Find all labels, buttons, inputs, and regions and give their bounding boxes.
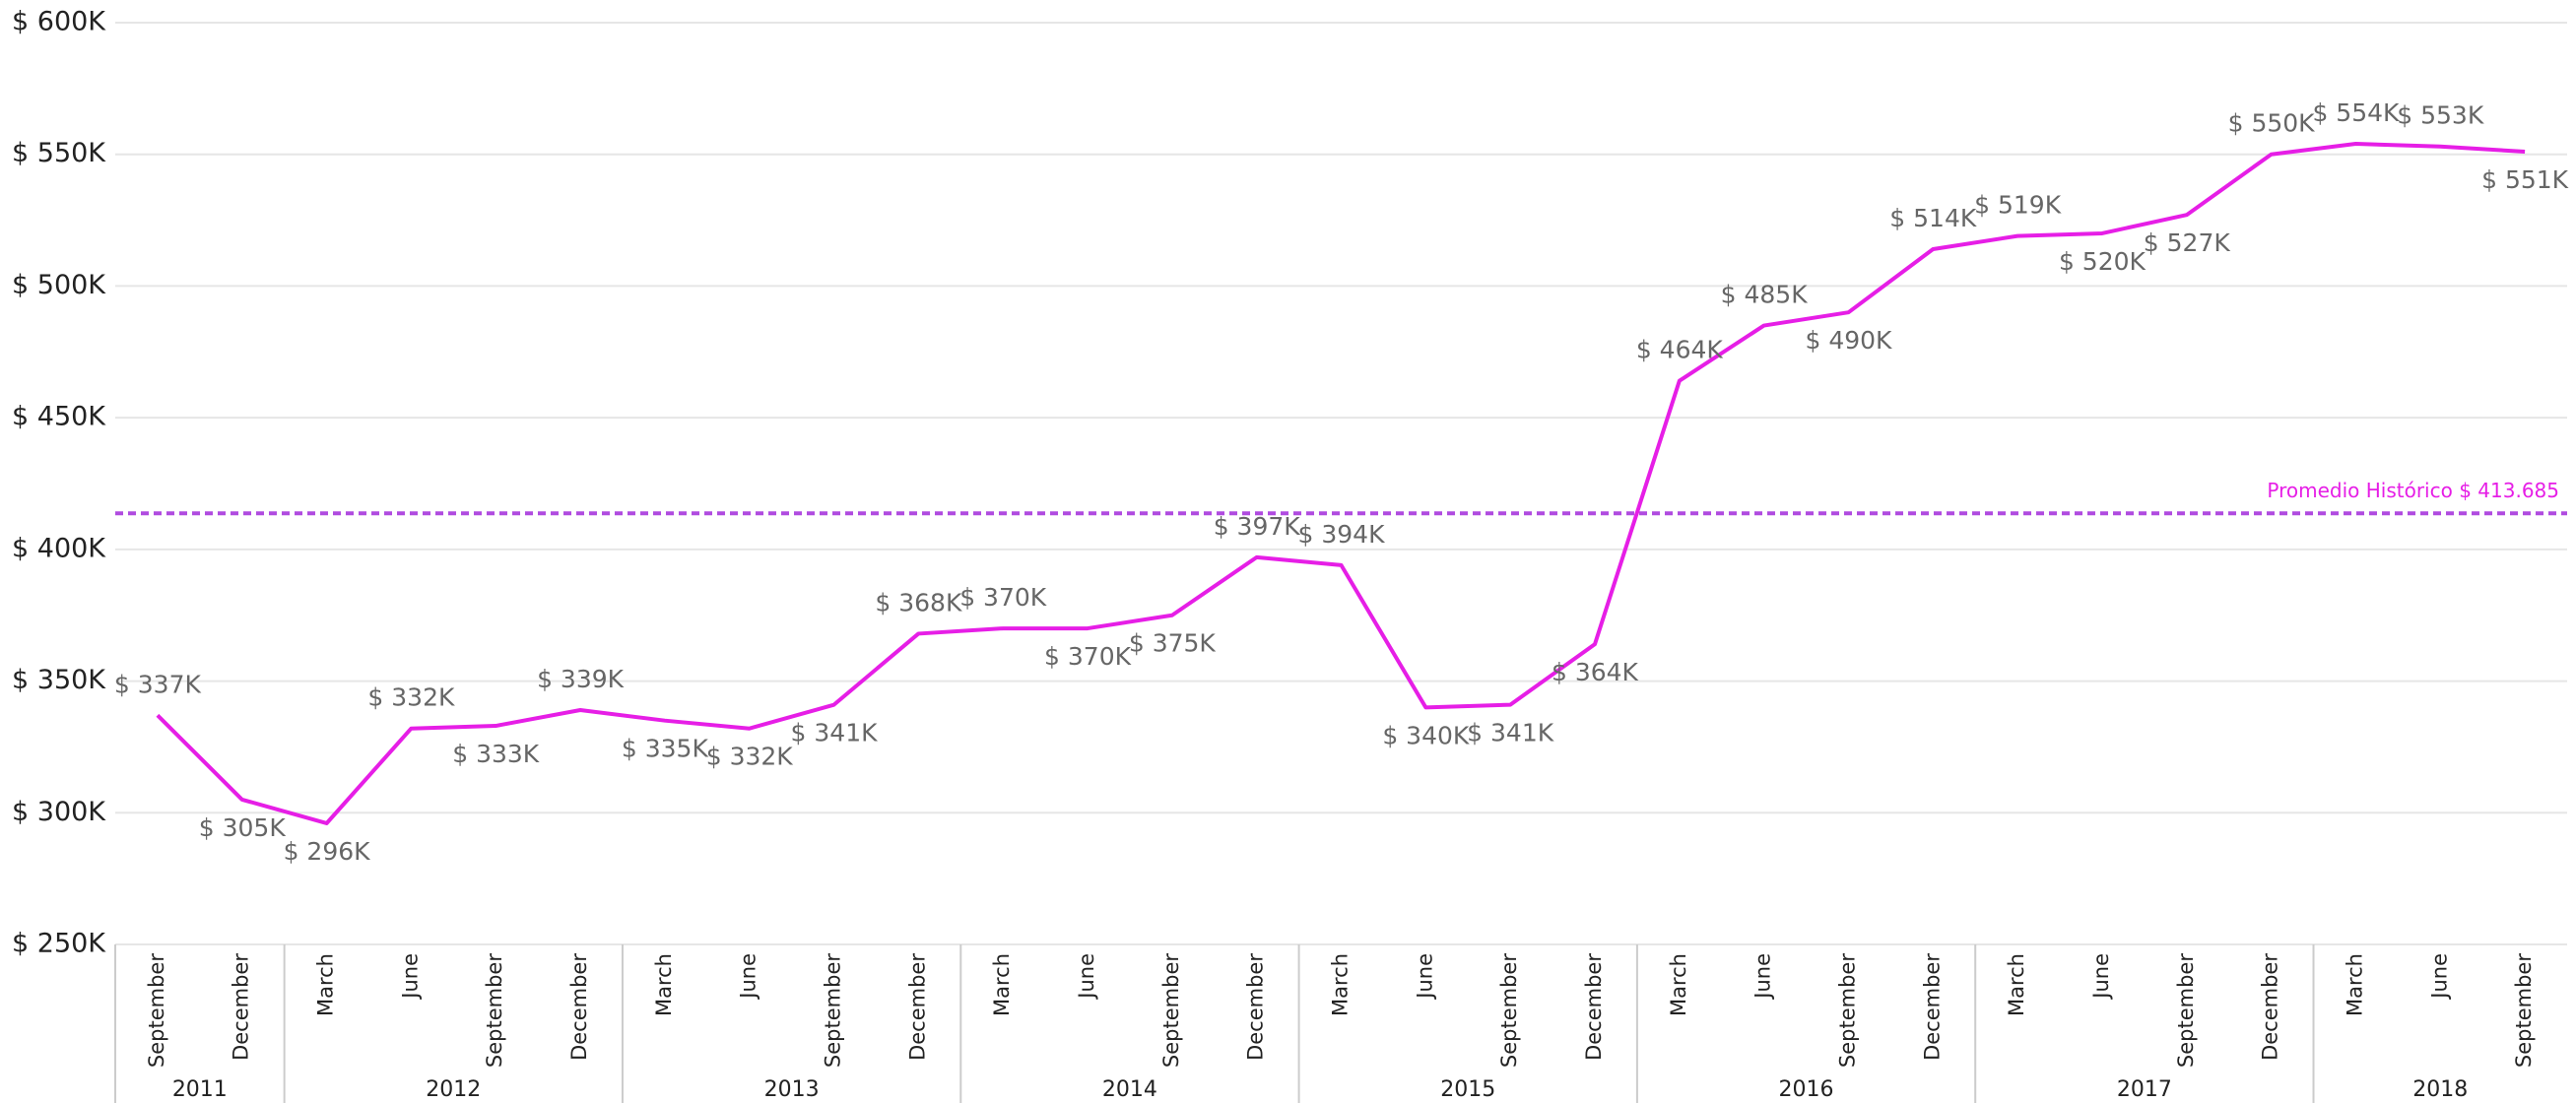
line: [156, 142, 2526, 825]
x-tick-label: March: [1329, 953, 1353, 1016]
data-label: $ 397K: [1214, 512, 1301, 541]
data-label: $ 370K: [1044, 642, 1132, 671]
data-label: $ 340K: [1382, 721, 1470, 749]
y-tick-label: $ 550K: [12, 138, 106, 168]
data-label: $ 485K: [1721, 281, 1809, 309]
data-label: $ 296K: [284, 837, 371, 866]
x-group-label: 2018: [2412, 1077, 2468, 1102]
data-label: $ 364K: [1552, 658, 1639, 686]
x-tick-label: December: [1920, 953, 1944, 1061]
x-group-label: 2016: [1779, 1077, 1834, 1102]
x-tick-label: September: [145, 953, 168, 1068]
x-tick-label: June: [1751, 953, 1775, 1001]
data-label: $ 375K: [1129, 629, 1217, 658]
data-label: $ 527K: [2144, 228, 2231, 257]
x-tick-label: March: [2343, 953, 2366, 1016]
data-label: $ 333K: [452, 740, 540, 768]
x-tick-label: September: [822, 953, 845, 1068]
x-tick-label: June: [737, 953, 760, 1001]
data-label: $ 368K: [875, 588, 962, 616]
x-tick-label: March: [2005, 953, 2028, 1016]
x-tick-label: June: [1413, 953, 1436, 1001]
x-tick-label: December: [905, 953, 929, 1061]
x-tick-label: June: [1075, 953, 1098, 1001]
data-label: $ 554K: [2312, 98, 2400, 127]
x-tick-label: March: [652, 953, 676, 1016]
x-tick-label: September: [483, 953, 506, 1068]
data-label: $ 551K: [2481, 165, 2569, 194]
y-tick-label: $ 250K: [12, 929, 106, 959]
y-tick-label: $ 500K: [12, 270, 106, 300]
data-label: $ 550K: [2228, 109, 2316, 138]
x-group-label: 2015: [1440, 1077, 1495, 1102]
x-group-label: 2013: [764, 1077, 820, 1102]
x-tick-label: June: [2427, 953, 2451, 1001]
reference-label: Promedio Histórico $ 413.685: [2267, 479, 2559, 502]
data-label: $ 332K: [706, 743, 794, 771]
x-tick-label: September: [1497, 953, 1521, 1068]
x-tick-label: March: [1667, 953, 1690, 1016]
y-tick-label: $ 450K: [12, 402, 106, 432]
data-label: $ 514K: [1889, 204, 1977, 232]
x-tick-label: September: [2174, 953, 2198, 1068]
x-tick-label: December: [1582, 953, 1606, 1061]
data-label: $ 519K: [1974, 191, 2062, 220]
data-label: $ 339K: [537, 665, 625, 693]
data-label: $ 370K: [959, 583, 1047, 612]
data-label: $ 335K: [622, 735, 709, 763]
x-tick-label: March: [990, 953, 1014, 1016]
x-tick-label: September: [1835, 953, 1859, 1068]
data-label: $ 305K: [199, 813, 287, 842]
y-tick-label: $ 300K: [12, 797, 106, 827]
x-group-label: 2014: [1102, 1077, 1157, 1102]
y-tick-label: $ 350K: [12, 665, 106, 695]
data-label: $ 464K: [1636, 336, 1724, 364]
data-label: $ 394K: [1298, 520, 1386, 549]
x-tick-label: December: [1244, 953, 1268, 1061]
x-tick-label: March: [314, 953, 338, 1016]
x-tick-label: December: [567, 953, 591, 1061]
x-group-label: 2011: [172, 1077, 228, 1102]
data-label: $ 520K: [2059, 247, 2147, 276]
x-tick-label: December: [2259, 953, 2282, 1061]
data-label: $ 332K: [367, 683, 455, 712]
data-label: $ 337K: [114, 670, 202, 698]
x-tick-label: September: [1159, 953, 1183, 1068]
y-tick-label: $ 400K: [12, 533, 106, 563]
x-group-label: 2017: [2117, 1077, 2172, 1102]
x-group-label: 2012: [426, 1077, 481, 1102]
data-label: $ 490K: [1805, 326, 1892, 355]
x-tick-label: June: [398, 953, 422, 1001]
x-tick-label: June: [2089, 953, 2113, 1001]
x-tick-label: December: [230, 953, 253, 1061]
data-label: $ 553K: [2397, 101, 2484, 130]
data-label: $ 341K: [1467, 719, 1554, 747]
data-label: $ 341K: [791, 719, 879, 747]
y-tick-label: $ 600K: [12, 7, 106, 37]
x-tick-label: September: [2512, 953, 2536, 1068]
